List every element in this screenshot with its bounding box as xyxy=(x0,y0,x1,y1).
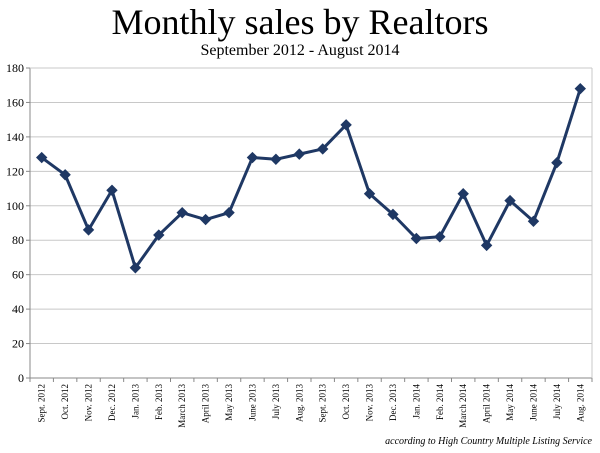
x-tick-label: Aug. 2013 xyxy=(294,384,304,422)
x-tick-label: Oct. 2013 xyxy=(341,384,351,420)
data-point xyxy=(434,231,446,243)
x-tick-label: May 2013 xyxy=(224,384,234,421)
data-point xyxy=(199,213,212,226)
data-point xyxy=(176,206,188,219)
x-tick-label: June 2014 xyxy=(528,384,538,421)
y-tick-label: 140 xyxy=(6,130,24,144)
series xyxy=(36,82,586,274)
x-tick-label: Feb. 2013 xyxy=(154,384,164,421)
x-axis-ticks: Sept. 2012 Oct. 2012 Nov. 2012 Dec. 2012 Jan… xyxy=(29,378,593,428)
data-point xyxy=(36,151,48,164)
x-tick-label: Jan. 2014 xyxy=(411,384,421,419)
x-tick-label: Dec. 2012 xyxy=(107,384,117,421)
data-point xyxy=(106,184,118,196)
series-line xyxy=(40,88,582,270)
x-tick-label: Oct. 2012 xyxy=(60,384,70,420)
data-point xyxy=(363,188,376,200)
data-point xyxy=(480,239,493,252)
data-point xyxy=(270,153,282,165)
chart-subtitle: September 2012 - August 2014 xyxy=(200,42,400,59)
x-tick-label: Nov. 2012 xyxy=(84,384,94,421)
data-point xyxy=(59,169,71,181)
data-point xyxy=(551,157,563,169)
data-point xyxy=(387,208,399,221)
x-tick-label: Nov. 2013 xyxy=(365,384,375,422)
y-tick-label: 20 xyxy=(12,337,24,351)
x-tick-label: July 2013 xyxy=(271,384,281,420)
y-tick-label: 0 xyxy=(18,371,24,385)
x-tick-label: May 2014 xyxy=(505,384,515,421)
data-point xyxy=(293,148,305,160)
data-point xyxy=(527,215,540,227)
x-tick-label: Dec. 2013 xyxy=(388,384,398,421)
axes xyxy=(29,67,593,379)
x-tick-label: Aug. 2014 xyxy=(575,384,585,422)
data-point xyxy=(340,119,352,131)
source-note: according to High Country Multiple Listi… xyxy=(385,436,592,447)
y-tick-label: 60 xyxy=(12,268,24,282)
data-point xyxy=(504,194,516,207)
chart-title: Monthly sales by Realtors xyxy=(111,2,489,42)
data-point xyxy=(246,151,259,164)
data-point xyxy=(457,188,469,200)
y-tick-label: 160 xyxy=(6,95,24,109)
y-tick-label: 40 xyxy=(12,302,24,316)
y-tick-label: 120 xyxy=(6,164,24,178)
x-tick-label: Sept. 2012 xyxy=(37,384,47,423)
data-point xyxy=(574,82,586,95)
x-tick-label: April 2014 xyxy=(482,384,492,424)
x-tick-label: April 2013 xyxy=(201,384,211,424)
x-tick-label: Jan. 2013 xyxy=(130,384,140,419)
data-point xyxy=(153,229,165,241)
y-tick-label: 180 xyxy=(6,61,24,75)
y-axis-ticks: 0 20 40 60 80 100 120 140 160 180 xyxy=(6,61,30,385)
x-tick-label: Feb. 2014 xyxy=(435,384,445,421)
x-tick-label: July 2014 xyxy=(552,384,562,420)
data-point xyxy=(129,262,142,274)
data-point xyxy=(82,224,95,236)
y-tick-label: 80 xyxy=(12,233,24,247)
data-point xyxy=(317,143,329,155)
x-tick-label: June 2013 xyxy=(247,384,257,421)
y-tick-label: 100 xyxy=(6,199,24,213)
data-point xyxy=(223,206,235,219)
x-tick-label: March 2013 xyxy=(177,384,187,428)
x-tick-label: Sept. 2013 xyxy=(318,384,328,423)
data-point xyxy=(410,232,423,245)
x-tick-label: March 2014 xyxy=(458,384,468,428)
